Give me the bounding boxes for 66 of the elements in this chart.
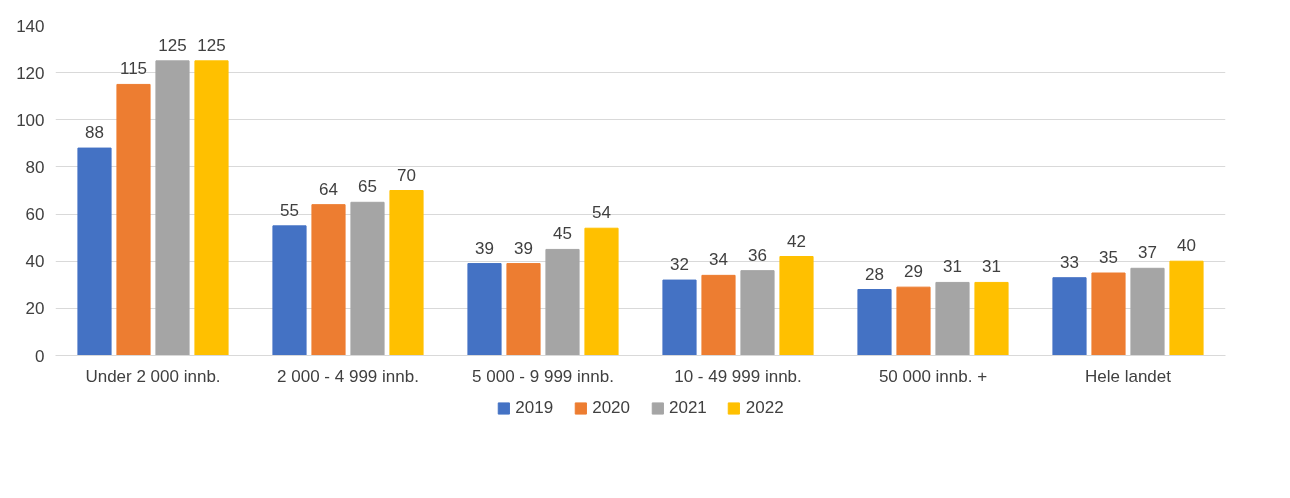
y-tick-label: 40 [25, 252, 45, 272]
bar [350, 201, 385, 356]
bar [545, 248, 580, 356]
bar [1130, 267, 1165, 356]
bar [935, 281, 970, 356]
data-label: 37 [1138, 243, 1157, 263]
y-tick-label: 0 [35, 346, 45, 366]
bar [467, 263, 502, 356]
data-label: 29 [904, 262, 923, 282]
y-tick-label: 120 [16, 63, 45, 83]
x-tick-label: 10 - 49 999 innb. [674, 366, 802, 386]
bar [116, 83, 151, 356]
legend-label: 2022 [745, 398, 784, 418]
legend-label: 2019 [515, 398, 554, 418]
legend-label: 2020 [592, 398, 630, 418]
bar [701, 274, 736, 356]
data-label: 36 [748, 245, 767, 265]
x-tick-label: Under 2 000 innb. [85, 366, 221, 386]
bar [155, 60, 190, 356]
data-label: 33 [1060, 252, 1079, 272]
bar [1052, 277, 1087, 356]
data-label: 28 [865, 264, 884, 284]
data-label: 55 [280, 200, 299, 220]
bar [77, 147, 112, 356]
bar [974, 281, 1009, 356]
bar [272, 225, 307, 356]
data-label: 40 [1177, 236, 1196, 256]
x-tick-label: 2 000 - 4 999 innb. [277, 366, 419, 386]
data-label: 88 [85, 123, 104, 143]
data-label: 34 [709, 250, 728, 270]
bar [1091, 272, 1126, 356]
data-label: 70 [397, 165, 416, 185]
data-label: 54 [592, 203, 611, 223]
data-label: 39 [514, 238, 533, 258]
bar [506, 263, 541, 356]
bar [389, 190, 424, 356]
bar [311, 204, 346, 356]
data-label: 31 [943, 257, 962, 277]
bar [740, 270, 775, 356]
data-label: 32 [670, 255, 689, 275]
y-tick-label: 80 [25, 157, 45, 177]
bar [857, 289, 892, 356]
data-label: 125 [158, 35, 187, 55]
x-tick-label: 50 000 innb. + [878, 366, 988, 386]
data-label: 39 [475, 238, 494, 258]
bar [584, 227, 619, 356]
x-tick-label: Hele landet [1085, 366, 1172, 386]
data-label: 125 [197, 35, 226, 55]
data-label: 31 [982, 257, 1001, 277]
data-label: 45 [553, 224, 572, 244]
bar [1169, 260, 1204, 356]
data-label: 35 [1099, 248, 1118, 267]
data-label: 64 [319, 179, 338, 199]
y-tick-label: 60 [25, 205, 45, 225]
x-tick-label: 5 000 - 9 999 innb. [472, 366, 614, 386]
data-label: 42 [787, 231, 806, 251]
bar [896, 286, 931, 356]
legend-label: 2021 [669, 398, 707, 418]
data-label: 115 [119, 59, 148, 79]
y-tick-label: 20 [25, 299, 45, 319]
bar [662, 279, 697, 356]
bar [194, 60, 229, 356]
y-tick-label: 100 [16, 110, 45, 130]
data-label: 65 [358, 177, 377, 197]
y-tick-label: 140 [16, 16, 45, 36]
bar [779, 256, 814, 356]
